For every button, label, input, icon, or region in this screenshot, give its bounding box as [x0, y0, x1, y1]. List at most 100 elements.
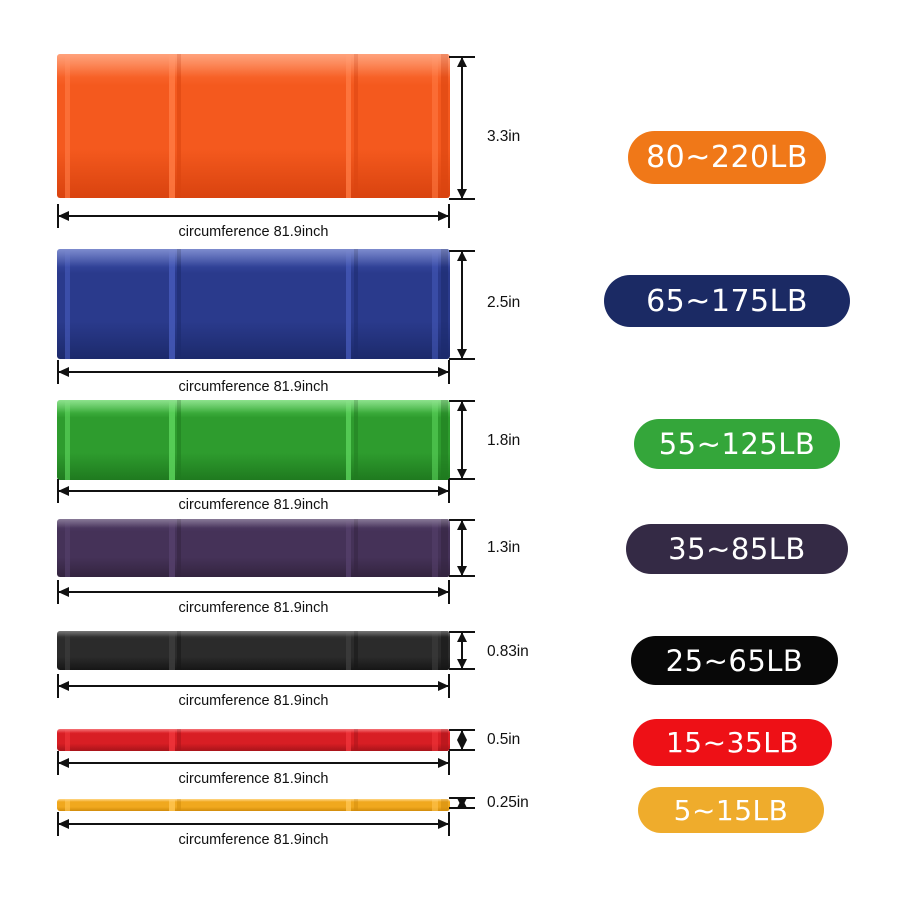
- resistance-badge-blue[interactable]: 65~175LB: [604, 275, 850, 327]
- band-crease: [353, 400, 358, 480]
- band-crease: [432, 729, 438, 751]
- arrow-left-icon: [58, 680, 69, 691]
- resistance-badge-orange[interactable]: 80~220LB: [628, 131, 826, 184]
- resistance-badge-black[interactable]: 25~65LB: [631, 636, 838, 685]
- arrow-down-icon: [456, 659, 467, 669]
- band-crease: [432, 631, 438, 670]
- band-gloss: [57, 54, 450, 78]
- band-crease: [176, 729, 181, 751]
- band-crease: [441, 729, 448, 751]
- band-crease: [169, 519, 176, 577]
- arrow-down-icon: [456, 349, 467, 359]
- height-label-green: 1.8in: [487, 432, 521, 449]
- band-gloss: [57, 631, 450, 638]
- arrow-up-icon: [456, 251, 467, 261]
- dimension-cap-bottom: [449, 198, 475, 200]
- circumference-dimension-orange: [57, 204, 450, 228]
- dimension-tick-right: [448, 360, 450, 384]
- arrow-down-icon: [456, 566, 467, 576]
- band-crease: [176, 54, 181, 198]
- arrow-up-icon: [456, 632, 467, 642]
- dimension-cap-bottom: [449, 575, 475, 577]
- band-crease: [353, 249, 358, 359]
- height-dimension-black: [448, 631, 476, 670]
- arrow-down-icon: [456, 189, 467, 199]
- arrow-right-icon: [438, 757, 449, 768]
- band-gloss: [57, 519, 450, 529]
- dimension-tick-right: [448, 751, 450, 775]
- circumference-dimension-blue: [57, 360, 450, 384]
- resistance-badge-green[interactable]: 55~125LB: [634, 419, 840, 469]
- arrow-right-icon: [438, 366, 449, 377]
- band-crease: [432, 400, 438, 480]
- resistance-badge-yellow[interactable]: 5~15LB: [638, 787, 824, 833]
- dimension-line: [57, 371, 450, 373]
- dimension-line: [461, 519, 463, 577]
- band-crease: [345, 799, 352, 811]
- arrow-down-icon: [456, 798, 467, 808]
- resistance-badge-label: 25~65LB: [665, 643, 804, 678]
- dimension-line: [461, 56, 463, 200]
- height-label-purple: 1.3in: [487, 539, 521, 556]
- band-crease: [169, 400, 176, 480]
- arrow-right-icon: [438, 586, 449, 597]
- band-crease: [169, 729, 176, 751]
- circumference-label-purple: circumference 81.9inch: [178, 600, 329, 616]
- band-purple: [57, 519, 450, 577]
- dimension-cap-bottom: [449, 478, 475, 480]
- circumference-label-yellow: circumference 81.9inch: [178, 832, 329, 848]
- band-crease: [176, 400, 181, 480]
- height-dimension-yellow: [448, 797, 476, 809]
- band-crease: [176, 249, 181, 359]
- height-dimension-blue: [448, 250, 476, 360]
- dimension-line: [57, 685, 450, 687]
- band-gloss: [57, 400, 450, 413]
- circumference-label-blue: circumference 81.9inch: [178, 379, 329, 395]
- resistance-badge-purple[interactable]: 35~85LB: [626, 524, 848, 574]
- dimension-line: [57, 591, 450, 593]
- dimension-cap-bottom: [449, 807, 475, 809]
- arrow-up-icon: [456, 57, 467, 67]
- arrow-left-icon: [58, 485, 69, 496]
- arrow-left-icon: [58, 818, 69, 829]
- height-dimension-orange: [448, 56, 476, 200]
- band-crease: [345, 54, 352, 198]
- band-crease: [169, 249, 176, 359]
- band-crease: [353, 631, 358, 670]
- arrow-up-icon: [456, 730, 467, 740]
- band-crease: [176, 631, 181, 670]
- height-label-red: 0.5in: [487, 731, 521, 748]
- band-gloss: [57, 799, 450, 802]
- band-crease: [345, 631, 352, 670]
- resistance-badge-label: 5~15LB: [673, 793, 789, 827]
- band-crease: [176, 519, 181, 577]
- band-crease: [169, 54, 176, 198]
- band-red: [57, 729, 450, 751]
- band-gloss: [57, 729, 450, 733]
- band-crease: [353, 519, 358, 577]
- band-crease: [345, 249, 352, 359]
- resistance-badge-red[interactable]: 15~35LB: [633, 719, 832, 766]
- dimension-tick-right: [448, 674, 450, 698]
- band-crease: [441, 249, 448, 359]
- arrow-up-icon: [456, 520, 467, 530]
- arrow-up-icon: [456, 401, 467, 411]
- height-dimension-red: [448, 729, 476, 751]
- dimension-line: [57, 762, 450, 764]
- circumference-label-green: circumference 81.9inch: [178, 497, 329, 513]
- band-crease: [176, 799, 181, 811]
- resistance-badge-label: 65~175LB: [646, 283, 808, 319]
- resistance-badge-label: 15~35LB: [665, 726, 800, 759]
- dimension-line: [57, 823, 450, 825]
- arrow-down-icon: [456, 469, 467, 479]
- dimension-line: [461, 631, 463, 670]
- dimension-tick-right: [448, 204, 450, 228]
- band-yellow: [57, 799, 450, 811]
- band-crease: [64, 249, 70, 359]
- dimension-tick-right: [448, 479, 450, 503]
- arrow-left-icon: [58, 210, 69, 221]
- arrow-right-icon: [438, 818, 449, 829]
- circumference-label-red: circumference 81.9inch: [178, 771, 329, 787]
- dimension-line: [57, 490, 450, 492]
- dimension-cap-bottom: [449, 749, 475, 751]
